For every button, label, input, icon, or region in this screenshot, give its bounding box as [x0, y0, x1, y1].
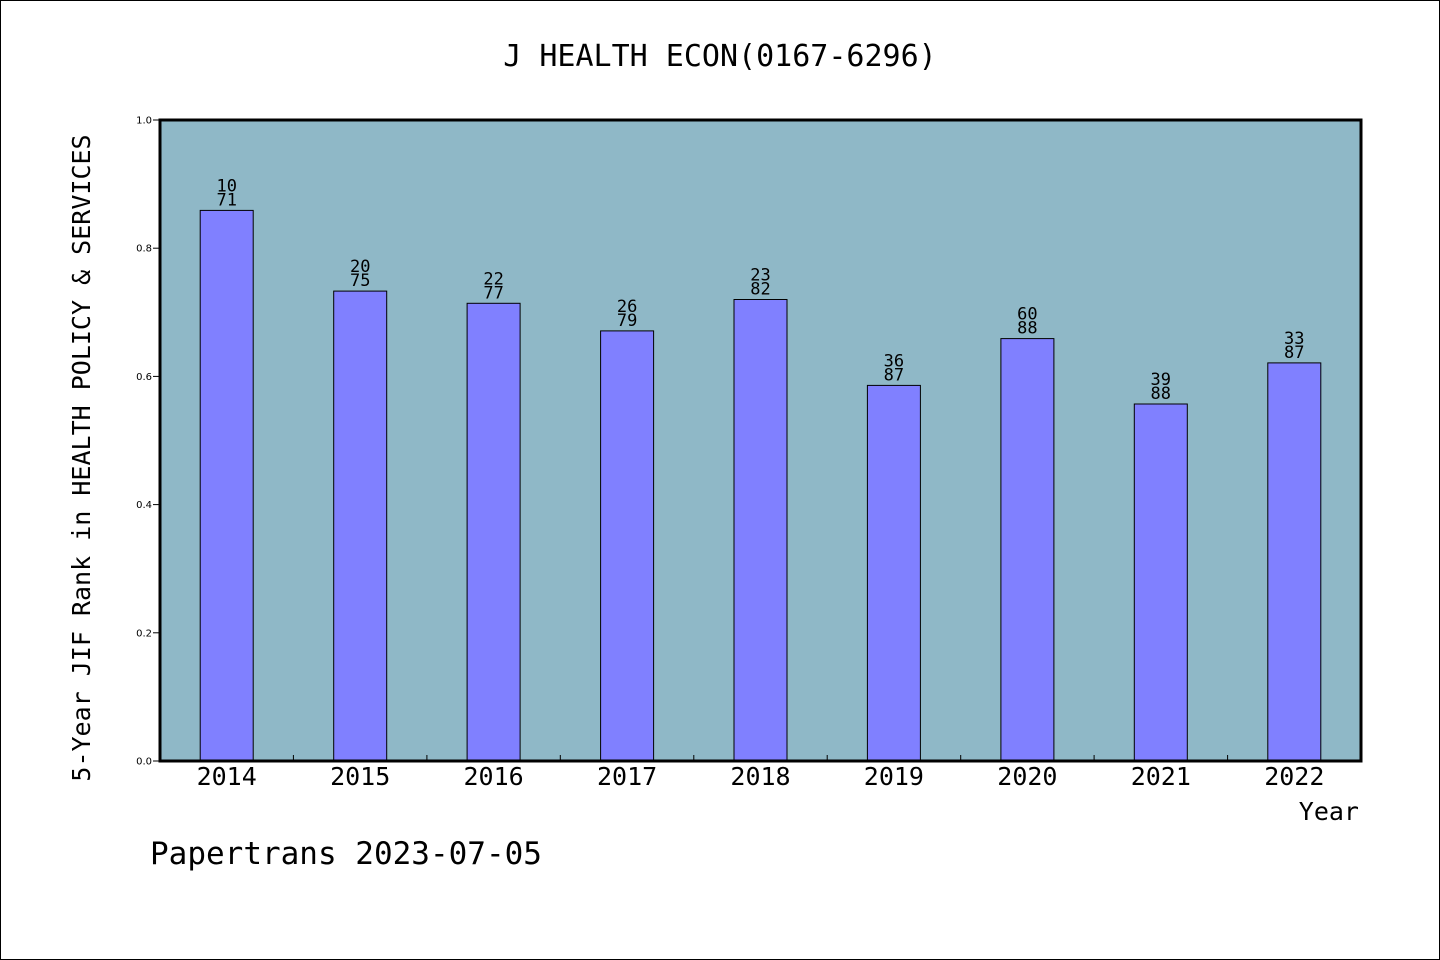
plot-border — [158, 118, 1363, 763]
bar-rank-label: 20 — [350, 257, 370, 277]
chart-title: J HEALTH ECON(0167-6296) — [503, 39, 936, 74]
bar-total-label: 71 — [216, 190, 236, 210]
bar-rank-label: 26 — [617, 297, 637, 317]
bar-2022 — [1267, 362, 1322, 762]
bar-total-label: 75 — [350, 271, 370, 291]
bar-rank-label: 22 — [483, 269, 503, 289]
bar-2021 — [1133, 403, 1188, 762]
x-tick-label: 2022 — [1264, 762, 1324, 791]
y-axis-label: 5-Year JIF Rank in HEALTH POLICY & SERVI… — [67, 134, 96, 781]
bar-total-label: 87 — [1284, 343, 1304, 363]
x-tick-label: 2019 — [864, 762, 924, 791]
x-tick-label: 2016 — [463, 762, 523, 791]
y-tick-label: 0.0 — [136, 757, 152, 768]
y-tick-label: 0.4 — [136, 500, 152, 511]
bar-total-label: 88 — [1017, 319, 1037, 339]
bar-total-label: 82 — [750, 280, 770, 300]
bar-rank-label: 33 — [1284, 329, 1304, 349]
bar-2015 — [333, 290, 388, 762]
x-tick-label: 2017 — [597, 762, 657, 791]
x-axis-label: Year — [1299, 797, 1359, 826]
bar-rank-label: 60 — [1017, 305, 1037, 325]
y-tick-label: 0.2 — [136, 628, 152, 639]
bar-2019 — [866, 384, 921, 762]
bar-rank-label: 39 — [1151, 370, 1171, 390]
x-tick-label: 2014 — [197, 762, 257, 791]
x-tick-label: 2015 — [330, 762, 390, 791]
bar-2017 — [600, 330, 655, 762]
bar-rank-label: 36 — [884, 351, 904, 371]
footer-text: Papertrans 2023-07-05 — [150, 836, 542, 872]
x-tick-label: 2021 — [1131, 762, 1191, 791]
bar-rank-label: 10 — [216, 176, 236, 196]
x-tick-label: 2020 — [997, 762, 1057, 791]
bar-2016 — [466, 302, 521, 762]
bar-2020 — [1000, 338, 1055, 762]
y-tick-label: 0.8 — [136, 244, 152, 255]
bar-total-label: 77 — [483, 283, 503, 303]
x-tick-label: 2018 — [730, 762, 790, 791]
axis-ticks-group: 2014 2015 2016 2017 2018 2019 2020 2021 20220.00… — [136, 116, 1324, 792]
bar-total-label: 88 — [1151, 384, 1171, 404]
bar-2018 — [733, 299, 788, 762]
y-tick-label: 0.6 — [136, 372, 152, 383]
y-tick-label: 1.0 — [136, 116, 152, 127]
bar-total-label: 79 — [617, 311, 637, 331]
bar-rank-label: 23 — [750, 266, 770, 286]
bar-total-label: 87 — [884, 365, 904, 385]
